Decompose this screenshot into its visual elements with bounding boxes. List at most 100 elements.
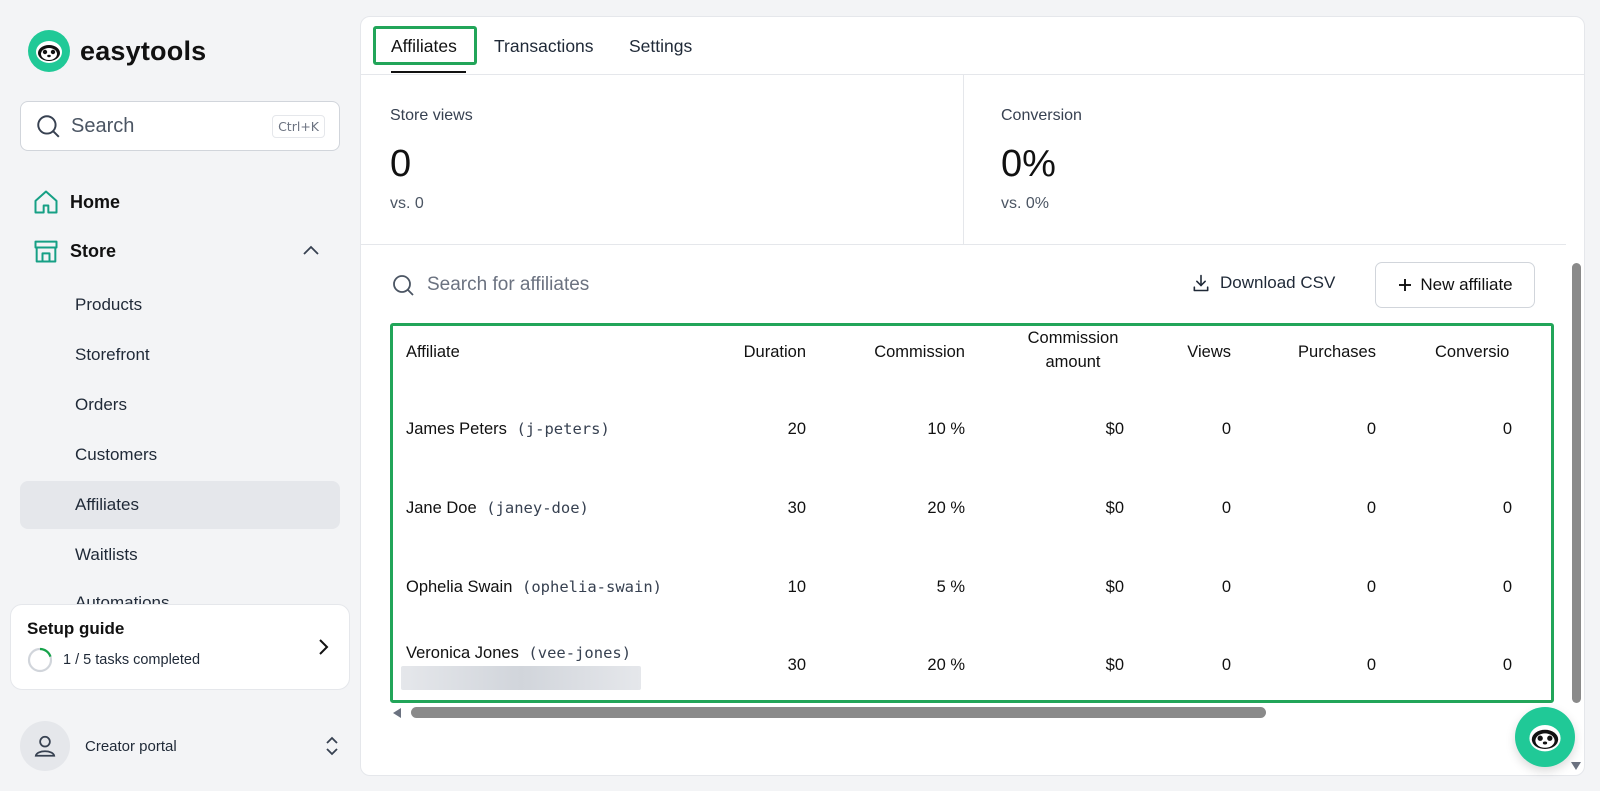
plus-icon [1399,279,1412,291]
download-csv-button[interactable]: Download CSV [1191,273,1335,293]
main-panel: Affiliates Transactions Settings Store v… [360,16,1585,776]
sidebar-item-waitlists[interactable]: Waitlists [75,545,138,564]
sidebar: easytools Search Ctrl+K Home Store Produ… [0,0,355,791]
cell-duration: 30 [787,656,806,674]
cell-commission-amount: $0 [1105,420,1124,438]
cell-views: 0 [1221,499,1231,517]
cell-conversion: 0 [1502,499,1512,517]
cell-conversion: 0 [1502,656,1512,674]
table-row[interactable]: Ophelia Swain (ophelia-swain) [406,578,662,597]
stat-value: 0% [1001,143,1056,185]
active-tab-underline [391,71,466,73]
brand-name: easytools [80,35,207,66]
sidebar-item-automations[interactable]: Automations [75,593,170,605]
sidebar-item-customers[interactable]: Customers [75,445,158,464]
horizontal-scroll-thumb[interactable] [411,707,1266,718]
column-header-purchases[interactable]: Purchases [1298,343,1376,361]
scroll-left-arrow-icon[interactable] [393,708,401,718]
affiliate-name: Ophelia Swain [406,578,513,596]
stat-conversion: Conversion 0% vs. 0% [964,75,1566,245]
vertical-scroll-thumb[interactable] [1572,263,1581,703]
tab-affiliates[interactable]: Affiliates [391,36,457,56]
cell-views: 0 [1221,578,1231,596]
cell-views: 0 [1221,656,1231,674]
scroll-down-arrow-icon[interactable] [1571,762,1581,770]
chevron-up-icon[interactable] [302,243,320,257]
affiliate-handle: (j-peters) [516,420,610,438]
column-header-duration[interactable]: Duration [743,343,806,361]
new-affiliate-label: New affiliate [1420,275,1513,294]
creator-portal-label: Creator portal [85,737,177,755]
affiliate-search-input[interactable]: Search for affiliates [391,273,589,297]
cell-commission-amount: $0 [1105,578,1124,596]
affiliate-handle: (vee-jones) [528,644,632,662]
setup-guide-card[interactable]: Setup guide 1 / 5 tasks completed [10,604,350,690]
cell-purchases: 0 [1366,656,1376,674]
affiliate-handle: (ophelia-swain) [522,578,662,596]
cell-conversion: 0 [1502,420,1512,438]
setup-guide-progress-text: 1 / 5 tasks completed [63,652,201,668]
search-shortcut: Ctrl+K [272,114,325,138]
column-header-affiliate[interactable]: Affiliate [406,343,460,361]
horizontal-scrollbar[interactable] [393,707,1553,719]
sidebar-item-home[interactable]: Home [20,178,340,226]
sidebar-item-affiliates[interactable]: Affiliates [20,481,340,529]
stat-label: Store views [390,107,473,124]
search-placeholder: Search [71,114,135,137]
sidebar-item-products[interactable]: Products [75,295,143,314]
cell-duration: 20 [787,420,806,438]
cell-duration: 30 [787,499,806,517]
cell-commission: 5 % [936,578,965,596]
sidebar-item-label: Home [70,191,121,212]
stat-value: 0 [390,143,412,185]
sidebar-search[interactable]: Search Ctrl+K [20,101,340,151]
table-row[interactable]: Veronica Jones (vee-jones) [406,644,631,663]
sidebar-item-orders[interactable]: Orders [75,395,127,414]
cell-commission-amount: $0 [1105,499,1124,517]
cell-purchases: 0 [1366,499,1376,517]
avatar [20,721,70,771]
chevron-right-icon [319,639,329,655]
store-icon [34,240,58,263]
sloth-logo-icon [28,30,70,72]
search-icon [393,275,414,296]
support-chat-button[interactable] [1515,707,1575,767]
download-csv-label: Download CSV [1220,273,1336,292]
brand[interactable]: easytools [28,30,206,72]
header-line: Commission [1027,329,1119,347]
setup-guide-title: Setup guide [27,619,125,638]
column-header-commission[interactable]: Commission [874,343,965,361]
column-header-views[interactable]: Views [1187,343,1231,361]
tab-transactions[interactable]: Transactions [494,36,594,56]
cell-purchases: 0 [1366,420,1376,438]
tab-highlight-box [373,26,477,65]
stats-row: Store views 0 vs. 0 Conversion 0% vs. 0% [361,75,1566,245]
cell-views: 0 [1221,420,1231,438]
user-icon [34,735,56,757]
sidebar-item-storefront[interactable]: Storefront [75,345,150,364]
column-header-commission-amount[interactable]: Commission amount [993,326,1153,374]
creator-portal-switcher[interactable]: Creator portal [20,720,340,772]
stat-comparison: vs. 0 [390,195,424,212]
cell-purchases: 0 [1366,578,1376,596]
setup-guide-progress: 1 / 5 tasks completed [27,647,333,673]
affiliates-table: Affiliate Duration Commission Commission… [390,323,1554,703]
affiliate-search-placeholder: Search for affiliates [427,274,590,295]
cell-duration: 10 [787,578,806,596]
affiliate-name: Jane Doe [406,499,477,517]
new-affiliate-button[interactable]: New affiliate [1375,262,1535,308]
cell-commission: 10 % [927,420,965,438]
cell-conversion: 0 [1502,578,1512,596]
sidebar-item-store[interactable]: Store [20,227,340,275]
column-header-conversion[interactable]: Conversio [1435,343,1510,361]
tab-settings[interactable]: Settings [629,36,693,56]
sidebar-item-label: Store [70,240,117,261]
cell-commission-amount: $0 [1105,656,1124,674]
progress-ring-icon [27,647,53,673]
cell-commission: 20 % [927,499,965,517]
table-row[interactable]: Jane Doe (janey-doe) [406,499,589,518]
search-icon [37,115,60,138]
affiliate-name: James Peters [406,420,507,438]
table-row[interactable]: James Peters (j-peters) [406,420,610,439]
tab-bar: Affiliates Transactions Settings [361,17,1584,75]
